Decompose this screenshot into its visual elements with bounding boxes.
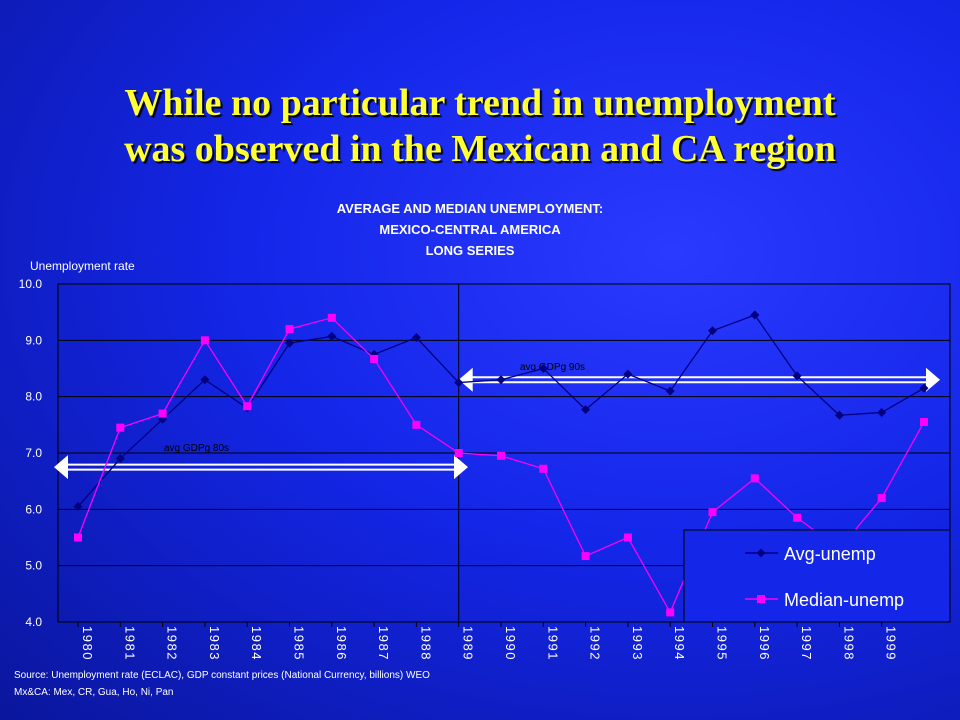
x-tick-label: 1985	[292, 626, 307, 661]
legend-marker	[757, 595, 765, 603]
x-tick-label: 1987	[376, 626, 391, 661]
legend-label: Avg-unemp	[784, 544, 876, 564]
x-tick-label: 1992	[588, 626, 603, 661]
x-tick-label: 1991	[545, 626, 560, 661]
countries-note: Mx&CA: Mex, CR, Gua, Ho, Ni, Pan	[14, 687, 174, 698]
chart-title: AVERAGE AND MEDIAN UNEMPLOYMENT:	[336, 201, 604, 216]
x-tick-label: 1984	[249, 626, 264, 661]
gdp-arrow: avg GDPg 90s	[458, 362, 940, 392]
avg-point	[327, 331, 337, 341]
x-tick-label: 1994	[672, 626, 687, 661]
x-tick-label: 1995	[715, 626, 730, 661]
avg-point	[834, 410, 844, 420]
y-tick-label: 10.0	[19, 277, 43, 291]
median-point	[581, 552, 590, 561]
chart-subtitle-2: LONG SERIES	[425, 243, 515, 258]
avg-point	[73, 502, 83, 512]
median-point	[327, 313, 336, 322]
median-point	[454, 449, 463, 457]
median-point	[623, 533, 632, 542]
x-tick-label: 1993	[630, 626, 645, 661]
median-point	[750, 474, 759, 483]
avg-point	[538, 364, 548, 373]
x-tick-label: 1980	[80, 626, 95, 661]
median-point	[285, 325, 294, 334]
median-point	[497, 451, 505, 460]
arrow-head-left	[458, 367, 473, 392]
avg-point	[750, 310, 760, 320]
median-point	[370, 354, 379, 363]
avg-point	[496, 375, 506, 385]
legend-marker	[756, 548, 766, 558]
x-tick-label: 1982	[165, 626, 180, 661]
legend: Avg-unemp Median-unemp	[683, 529, 951, 623]
arrow-label: avg GDPg 90s	[520, 362, 585, 373]
median-point	[539, 464, 548, 473]
y-tick-label: 9.0	[25, 333, 42, 347]
avg-point	[623, 369, 633, 379]
slide-title: While no particular trend in unemploymen…	[40, 80, 920, 172]
median-point	[74, 533, 82, 542]
avg-point	[877, 407, 887, 417]
x-tick-label: 1981	[122, 626, 137, 661]
x-tick-label: 1989	[461, 626, 476, 661]
source-note: Source: Unemployment rate (ECLAC), GDP c…	[14, 670, 430, 681]
y-tick-label: 8.0	[25, 390, 42, 404]
arrow-head-right	[454, 455, 468, 480]
x-tick-label: 1999	[884, 626, 899, 661]
x-tick-label: 1990	[503, 626, 518, 661]
avg-point	[454, 378, 464, 388]
median-point	[412, 420, 421, 429]
avg-point	[919, 383, 929, 393]
y-tick-label: 4.0	[25, 615, 42, 629]
y-axis-title: Unemployment rate	[30, 259, 135, 273]
avg-point	[581, 405, 591, 415]
avg-point	[708, 326, 717, 336]
median-point	[920, 418, 928, 427]
x-tick-label: 1998	[841, 626, 856, 661]
median-point	[793, 513, 802, 522]
median-point	[200, 336, 209, 345]
chart-subtitle-1: MEXICO-CENTRAL AMERICA	[379, 222, 561, 237]
arrow-label: avg GDPg 80s	[164, 443, 229, 454]
avg-point	[665, 386, 675, 396]
avg-point	[115, 454, 125, 464]
arrow-head-right	[926, 367, 940, 392]
median-point	[243, 402, 252, 411]
y-tick-label: 5.0	[25, 559, 42, 573]
x-tick-label: 1996	[757, 626, 772, 661]
arrow-head-left	[54, 455, 68, 480]
y-tick-label: 7.0	[25, 446, 42, 460]
median-point	[666, 608, 675, 617]
legend-label: Median-unemp	[784, 590, 904, 610]
chart-title-block: AVERAGE AND MEDIAN UNEMPLOYMENT: MEXICO-…	[260, 198, 680, 261]
y-tick-label: 6.0	[25, 502, 42, 516]
gdp-arrow: avg GDPg 80s	[54, 443, 468, 480]
median-point	[158, 409, 167, 418]
avg-point	[411, 333, 421, 343]
avg-point	[792, 371, 802, 381]
median-point	[116, 423, 125, 432]
x-tick-label: 1983	[207, 626, 222, 661]
x-tick-label: 1997	[799, 626, 814, 661]
median-point	[708, 508, 717, 517]
x-tick-label: 1986	[334, 626, 349, 661]
legend-box	[683, 529, 951, 623]
median-point	[877, 494, 886, 503]
slide-title-line-1: While no particular trend in unemploymen…	[124, 82, 836, 124]
x-tick-label: 1988	[418, 626, 433, 661]
avg-point	[285, 338, 294, 348]
slide-title-line-2: was observed in the Mexican and CA regio…	[124, 128, 836, 170]
avg-point	[200, 375, 210, 385]
